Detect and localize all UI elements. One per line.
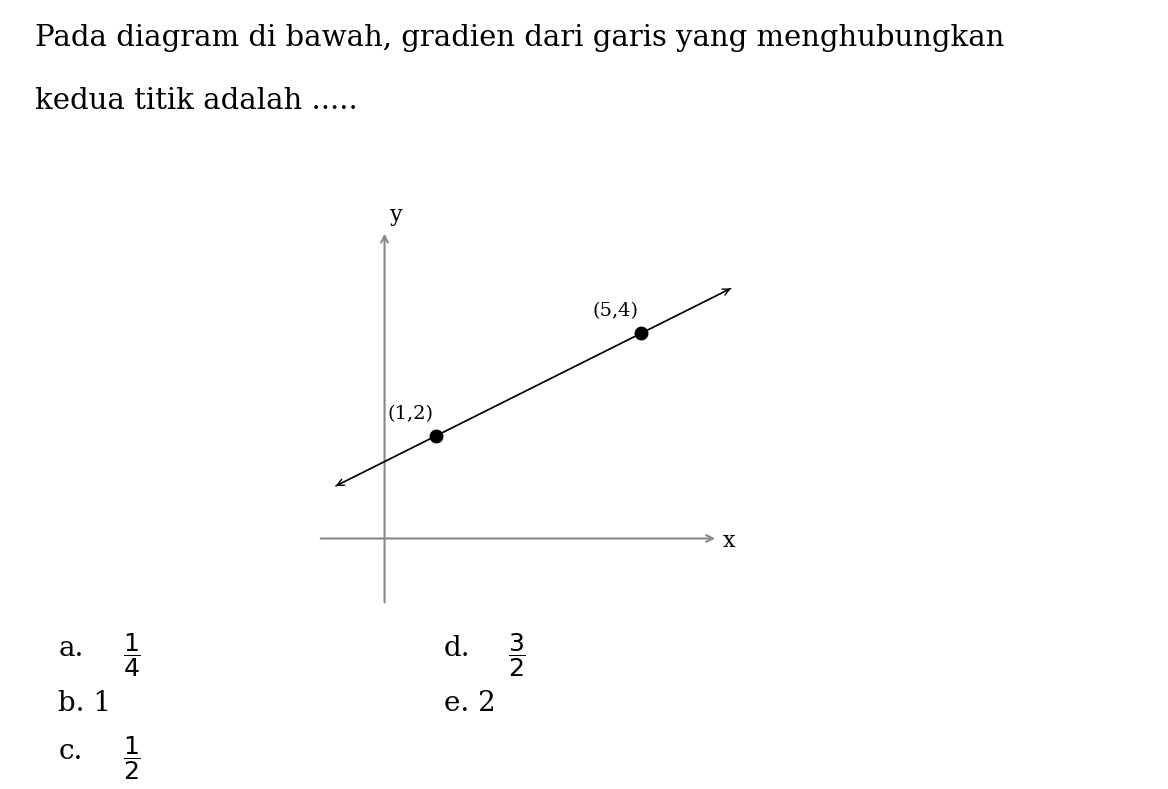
Text: kedua titik adalah .....: kedua titik adalah ..... <box>35 87 357 114</box>
Text: a.: a. <box>58 635 84 662</box>
Text: c.: c. <box>58 738 83 765</box>
Text: x: x <box>723 530 736 552</box>
Text: (1,2): (1,2) <box>388 405 433 423</box>
Text: b. 1: b. 1 <box>58 690 111 717</box>
Text: $\dfrac{1}{2}$: $\dfrac{1}{2}$ <box>123 734 140 782</box>
Text: y: y <box>390 204 403 226</box>
Text: d.: d. <box>444 635 471 662</box>
Text: (5,4): (5,4) <box>592 302 639 320</box>
Text: $\dfrac{3}{2}$: $\dfrac{3}{2}$ <box>508 631 526 679</box>
Text: e. 2: e. 2 <box>444 690 495 717</box>
Text: Pada diagram di bawah, gradien dari garis yang menghubungkan: Pada diagram di bawah, gradien dari gari… <box>35 24 1004 51</box>
Text: $\dfrac{1}{4}$: $\dfrac{1}{4}$ <box>123 631 140 679</box>
